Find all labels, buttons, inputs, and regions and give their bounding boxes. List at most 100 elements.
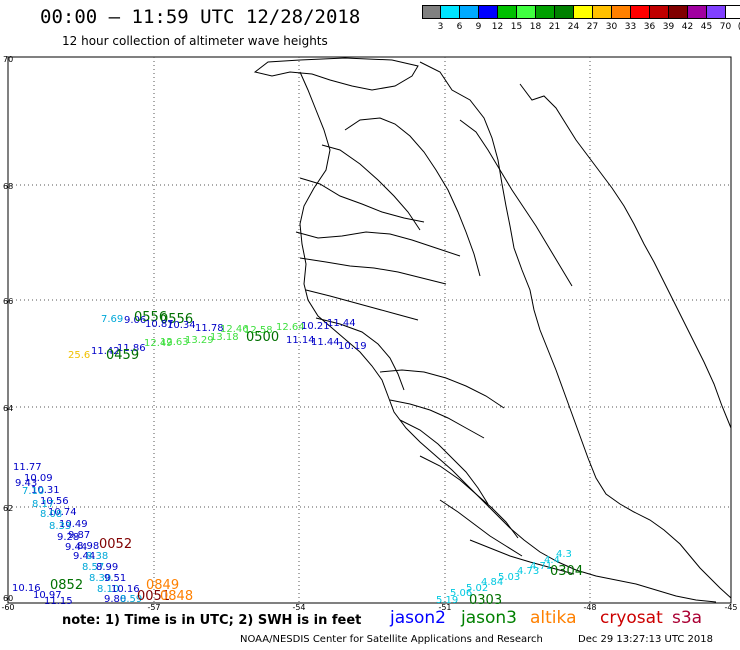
legend-swatch	[479, 5, 498, 19]
legend-swatch	[726, 5, 740, 19]
wave-height-value: 10.49	[59, 519, 88, 530]
wave-height-value: 5.03	[498, 572, 520, 583]
wave-height-value: 8.59	[120, 594, 142, 605]
legend-swatch	[688, 5, 707, 19]
legend-label: 9	[475, 22, 482, 32]
latitude-label: 70	[3, 55, 13, 64]
wave-height-value: 10.87	[145, 319, 174, 330]
wave-height-value: 11.44	[311, 337, 340, 348]
legend-swatch	[555, 5, 574, 19]
latitude-labels: 70 68 66 64 62 60	[3, 55, 13, 603]
wave-height-value: 11.77	[13, 462, 42, 473]
wave-height-value: 13.18	[210, 332, 239, 343]
wave-height-value: 5.06	[450, 588, 472, 599]
legend-swatch	[517, 5, 536, 19]
latitude-label: 60	[3, 594, 13, 603]
satellite-jason3: jason3	[461, 608, 517, 628]
note-text: note: 1) Time is in UTC; 2) SWH is in fe…	[62, 613, 362, 628]
wave-height-value: 12.64	[276, 322, 305, 333]
wave-height-value: 12.58	[244, 325, 273, 336]
legend-label: 27	[586, 22, 599, 32]
latitude-label: 62	[3, 504, 13, 513]
legend-swatch	[498, 5, 517, 19]
pass-time-label: 0303	[469, 593, 502, 608]
legend-swatch	[460, 5, 479, 19]
satellite-cryosat: cryosat	[600, 608, 663, 628]
wave-height-value: 11.14	[286, 335, 315, 346]
wave-height-value: 25.6	[68, 350, 90, 361]
wave-height-value: 5.02	[466, 583, 488, 594]
longitude-label: -51	[438, 603, 451, 612]
pass-time-label: 0051	[137, 589, 170, 604]
wave-height-value: 10.34	[167, 320, 196, 331]
wave-height-value: 8.38	[86, 551, 108, 562]
timestamp-text: Dec 29 13:27:13 UTC 2018	[578, 634, 713, 645]
wave-height-value: 7.10	[22, 486, 44, 497]
legend-label: 70	[719, 22, 732, 32]
wave-height-value: 9.44	[73, 551, 95, 562]
wave-height-value: 8.08	[40, 509, 62, 520]
wave-height-value: 8.33	[49, 521, 71, 532]
wave-height-value: 9.28	[57, 532, 79, 543]
pass-time-label: 0848	[160, 589, 193, 604]
wave-height-value: 10.31	[31, 485, 60, 496]
legend-swatch	[650, 5, 669, 19]
satellite-jason2: jason2	[390, 608, 446, 628]
wave-height-value: 10.09	[24, 473, 53, 484]
legend-swatch	[612, 5, 631, 19]
legend-label: 39	[662, 22, 675, 32]
legend-label: 6	[456, 22, 463, 32]
wave-height-value: 10.16	[111, 584, 140, 595]
wave-height-value: 10.74	[48, 507, 77, 518]
legend-swatch	[441, 5, 460, 19]
wave-height-value: 8.30	[89, 573, 111, 584]
legend-label: 36	[643, 22, 656, 32]
pass-time-label: 0852	[50, 578, 83, 593]
longitude-label: -48	[583, 603, 596, 612]
longitude-labels: -60 -57 -54 -51 -48 -45	[1, 603, 737, 612]
pass-time-label: 0459	[106, 348, 139, 363]
legend-swatch	[574, 5, 593, 19]
wave-height-value: 11.86	[117, 343, 146, 354]
wave-height-value: 4.73	[517, 566, 539, 577]
wave-height-value: 11.44	[327, 318, 356, 329]
wave-height-value: 8.99	[96, 562, 118, 573]
longitude-label: -60	[1, 603, 14, 612]
legend-swatch	[422, 5, 441, 19]
wave-height-value: 12.46	[220, 324, 249, 335]
legend-swatches	[422, 5, 740, 19]
legend-label: 18	[529, 22, 542, 32]
wave-height-value: 10.97	[33, 590, 62, 601]
legend-swatch	[536, 5, 555, 19]
map-grid	[8, 57, 731, 603]
wave-height-value: 10.21	[301, 321, 330, 332]
legend-swatch	[593, 5, 612, 19]
latitude-label: 66	[3, 297, 13, 306]
wave-height-value: 12.49	[144, 338, 173, 349]
longitude-label: -57	[147, 603, 160, 612]
pass-time-label: 0500	[246, 330, 279, 345]
pass-time-label: 0556	[134, 310, 167, 325]
wave-height-value: 8.98	[77, 541, 99, 552]
wave-height-value: 4.3	[556, 549, 572, 560]
wave-height-value: 4.84	[481, 577, 503, 588]
wave-height-value: 4.71	[530, 561, 552, 572]
latitude-label: 64	[3, 404, 13, 413]
legend-label: 3	[437, 22, 444, 32]
legend-swatch	[631, 5, 650, 19]
wave-height-value: 12.63	[160, 337, 189, 348]
legend-label: (ft)	[735, 22, 740, 32]
legend-label: 12	[491, 22, 504, 32]
legend-label: 42	[681, 22, 694, 32]
legend-label: 15	[510, 22, 523, 32]
satellite-altika: altika	[530, 608, 577, 628]
wave-height-value: 7.69	[101, 314, 123, 325]
wave-height-value: 11.42	[91, 346, 120, 357]
legend-swatch	[707, 5, 726, 19]
wave-height-value: 9.51	[104, 573, 126, 584]
wave-height-value: 5.19	[436, 595, 458, 606]
